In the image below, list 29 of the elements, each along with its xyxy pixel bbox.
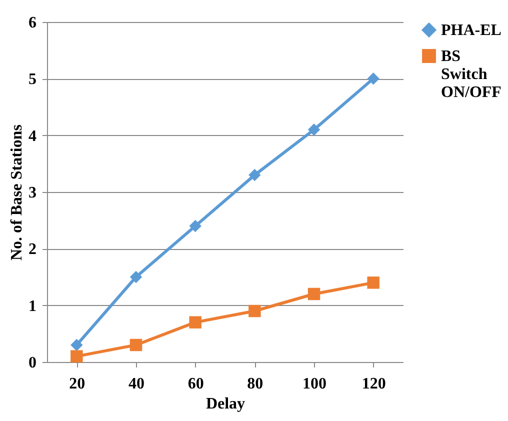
y-tick-label: 0 [28,354,36,372]
y-tick-label: 2 [28,241,36,258]
point [189,316,202,328]
x-tick-label: 100 [302,376,326,392]
y-tick-label: 6 [28,14,36,32]
point [308,124,320,136]
point [130,270,142,284]
x-tick-label: 40 [128,376,144,392]
point [308,288,320,300]
point [367,276,380,289]
x-tick-label: 80 [247,376,264,392]
legend-label: PHA-EL [441,22,502,39]
x-tick-label: 60 [188,376,204,392]
legend-label: BS Switch ON/OFF [441,48,502,101]
y-tick-label: 4 [28,128,36,145]
point [189,220,202,232]
point [70,350,83,362]
point [70,338,83,352]
y-axis-title: No. of Base Stations [8,124,26,261]
x-axis-title: Delay [206,396,246,412]
point [248,168,261,182]
x-tick-label: 20 [69,376,86,392]
y-tick-label: 3 [28,184,36,202]
point [248,304,261,318]
x-tick-label: 120 [362,376,386,392]
y-tick-label: 5 [28,71,36,88]
point [367,72,380,85]
y-tick-label: 1 [28,298,36,315]
point [130,338,142,352]
